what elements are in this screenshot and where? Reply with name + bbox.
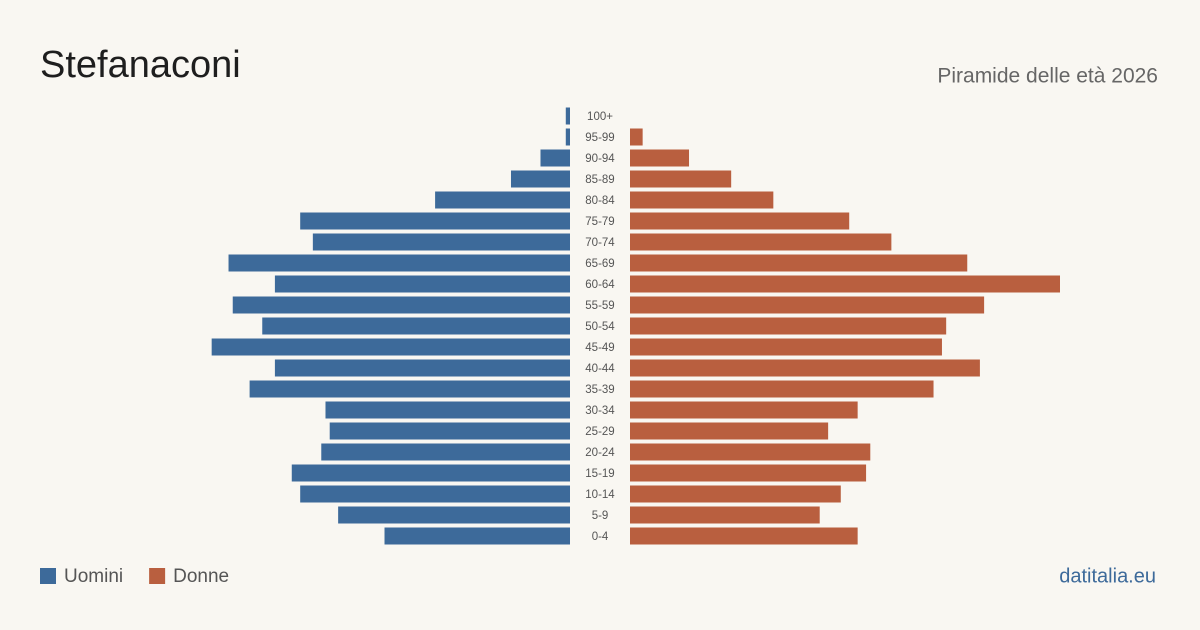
bar [630,275,1060,293]
age-label: 0-4 [592,531,609,543]
bar [630,254,968,272]
bar [630,170,732,188]
bar [565,107,570,125]
bar [630,338,942,356]
legend-swatch [149,568,166,584]
bar [630,296,985,314]
bar [274,275,570,293]
bar [630,506,820,524]
legend-label: Uomini [64,566,123,587]
bar [630,128,643,146]
bar [325,401,570,419]
age-label: 95-99 [585,132,614,144]
bar [630,212,850,230]
age-label: 65-69 [585,258,614,270]
age-label: 5-9 [592,510,609,522]
age-label: 10-14 [585,489,615,501]
age-label: 25-29 [585,426,614,438]
chart-title: Stefanaconi [40,44,241,86]
age-label: 70-74 [585,237,615,249]
bar [274,359,570,377]
age-label: 75-79 [585,216,614,228]
bar [540,149,570,167]
bar [435,191,570,209]
bar [630,359,980,377]
bar [630,380,934,398]
legend-swatch [40,568,56,584]
bar [630,422,829,440]
age-label: 90-94 [585,153,615,165]
bar [249,380,570,398]
bar [630,485,841,503]
bar [630,464,867,482]
age-label: 15-19 [585,468,614,480]
age-label: 60-64 [585,279,615,291]
age-label: 40-44 [585,363,615,375]
bar [232,296,570,314]
bar [630,317,947,335]
bar [630,443,871,461]
bar [291,464,570,482]
bar [338,506,570,524]
bar [630,191,774,209]
bar [630,401,858,419]
legend-label: Donne [173,566,229,587]
chart-subtitle: Piramide delle età 2026 [937,65,1158,88]
bar [262,317,570,335]
age-label: 85-89 [585,174,614,186]
age-label: 80-84 [585,195,615,207]
bar [630,149,690,167]
bar [312,233,570,251]
age-label: 55-59 [585,300,614,312]
bar [510,170,570,188]
bar [630,527,858,545]
bar [321,443,570,461]
source[interactable]: datitalia.eu [1059,565,1156,587]
bar [211,338,570,356]
bar [630,233,892,251]
bar [300,485,570,503]
age-label: 50-54 [585,321,615,333]
bar [329,422,570,440]
bar [384,527,570,545]
bar [565,128,570,146]
age-label: 45-49 [585,342,614,354]
age-label: 100+ [587,111,613,123]
age-label: 20-24 [585,447,615,459]
age-label: 35-39 [585,384,614,396]
bar [300,212,570,230]
age-label: 30-34 [585,405,615,417]
bar [228,254,570,272]
